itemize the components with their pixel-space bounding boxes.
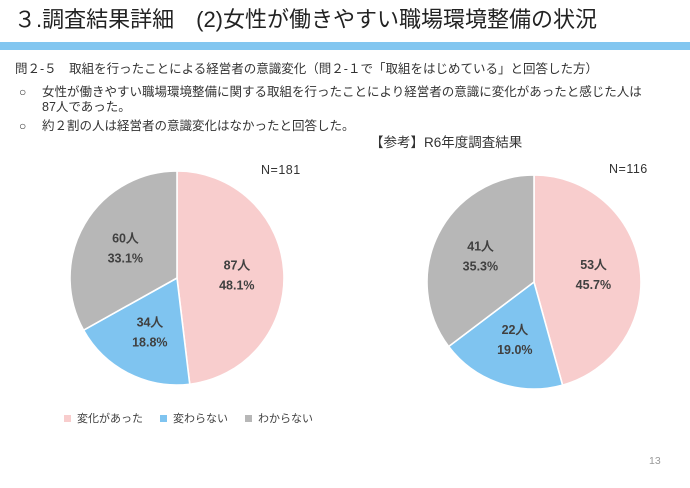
pie-chart-current-survey: 87人 48.1% 34人 18.8% 60人 33.1% — [69, 170, 285, 386]
bullet-text-1: 女性が働きやすい職場環境整備に関する取組を行ったことにより経営者の意識に変化があ… — [42, 85, 642, 114]
pie-slice-label: 41人 35.3% — [463, 239, 498, 273]
bullet-marker: ○ — [19, 85, 27, 99]
pie-slice-3 — [426, 174, 535, 348]
legend-item-dont-know: わからない — [245, 410, 313, 426]
pie-slice-label: 87人 48.1% — [219, 258, 254, 292]
pie-slice-2 — [447, 281, 564, 390]
bullet-item-1: ○ 女性が働きやすい職場環境整備に関する取組を行ったことにより経営者の意識に変化… — [19, 85, 669, 115]
legend-item-changed: 変化があった — [64, 410, 143, 426]
bullet-item-2: ○ 約２割の人は経営者の意識変化はなかったと回答した。 — [19, 119, 669, 134]
sample-size-label-reference: N=116 — [609, 162, 648, 176]
pie-slice-3 — [69, 170, 178, 331]
pie-slice-label: 60人 33.1% — [108, 232, 143, 266]
pie-slice-1 — [176, 170, 285, 386]
question-heading: 問２-５ 取組を行ったことによる経営者の意識変化（問２-１で「取組をはじめている… — [15, 62, 598, 76]
chart-legend: 変化があった 変わらない わからない — [64, 410, 313, 426]
legend-item-no-change: 変わらない — [160, 410, 228, 426]
legend-swatch-pink — [64, 414, 71, 422]
pie-slice-2 — [82, 277, 191, 386]
title-accent-bar — [0, 42, 690, 50]
bullet-marker: ○ — [19, 119, 27, 133]
legend-label: 変わらない — [173, 413, 228, 425]
pie-slice-1 — [533, 174, 642, 386]
page-title: ３.調査結果詳細 (2)女性が働きやすい職場環境整備の状況 — [14, 7, 598, 32]
legend-swatch-blue — [160, 414, 167, 422]
legend-swatch-gray — [245, 414, 252, 422]
pie-slice-label: 53人 45.7% — [576, 258, 611, 292]
sample-size-label-main: N=181 — [261, 163, 301, 177]
pie-chart-reference-r6: 53人 45.7% 22人 19.0% 41人 35.3% — [426, 174, 642, 390]
page-number: 13 — [649, 455, 661, 467]
legend-label: 変化があった — [77, 413, 143, 425]
reference-heading: 【参考】R6年度調査結果 — [370, 135, 523, 150]
pie-slice-label: 34人 18.8% — [132, 315, 167, 349]
pie-slice-label: 22人 19.0% — [497, 323, 532, 357]
legend-label: わからない — [258, 413, 313, 425]
bullet-list: ○ 女性が働きやすい職場環境整備に関する取組を行ったことにより経営者の意識に変化… — [19, 85, 669, 138]
bullet-text-2: 約２割の人は経営者の意識変化はなかったと回答した。 — [42, 119, 355, 133]
